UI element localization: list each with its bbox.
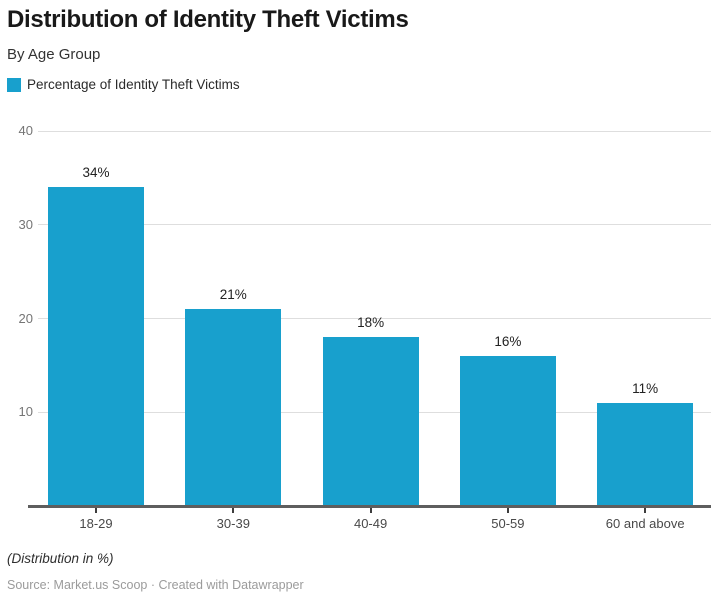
bar-value-label: 34% (82, 165, 110, 181)
y-axis-tick-label: 30 (18, 216, 33, 232)
x-axis-tick (95, 508, 97, 513)
chart-title: Distribution of Identity Theft Victims (7, 6, 409, 33)
bar-value-label: 16% (494, 334, 522, 349)
x-axis-baseline (28, 505, 711, 508)
bar-value-label: 18% (357, 315, 385, 331)
x-axis-category-label: 40-49 (353, 516, 388, 531)
bar-60-and-above[interactable] (597, 402, 694, 506)
gridline (38, 130, 711, 132)
legend-swatch-icon (7, 77, 21, 92)
gridline (38, 224, 711, 226)
chart-subtitle: By Age Group (7, 46, 101, 63)
bar-30-39[interactable] (185, 309, 282, 506)
bar-50-59[interactable] (459, 356, 556, 506)
x-axis-tick (369, 508, 372, 513)
legend-label: Percentage of Identity Theft Victims (27, 77, 240, 92)
y-axis-tick-label: 20 (18, 310, 33, 326)
x-axis-category-label: 18-29 (79, 516, 113, 531)
bar-18-29[interactable] (48, 187, 144, 506)
bar-value-label: 11% (632, 380, 659, 396)
footer-source: Source: Market.us Scoop · Created with D… (7, 578, 304, 592)
x-axis-category-label: 60 and above (605, 516, 685, 531)
x-axis-tick (644, 508, 647, 513)
y-axis-tick-label: 10 (18, 404, 33, 420)
gridline (38, 318, 711, 319)
legend: Percentage of Identity Theft Victims (7, 77, 240, 92)
x-axis-tick (232, 508, 235, 513)
bar-40-49[interactable] (322, 337, 419, 506)
x-axis-tick (506, 508, 509, 513)
x-axis-category-label: 30-39 (216, 516, 250, 531)
bar-value-label: 21% (219, 287, 247, 303)
footer-note: (Distribution in %) (7, 551, 114, 566)
y-axis-tick-label: 40 (18, 123, 33, 138)
x-axis-category-label: 50-59 (491, 516, 525, 531)
